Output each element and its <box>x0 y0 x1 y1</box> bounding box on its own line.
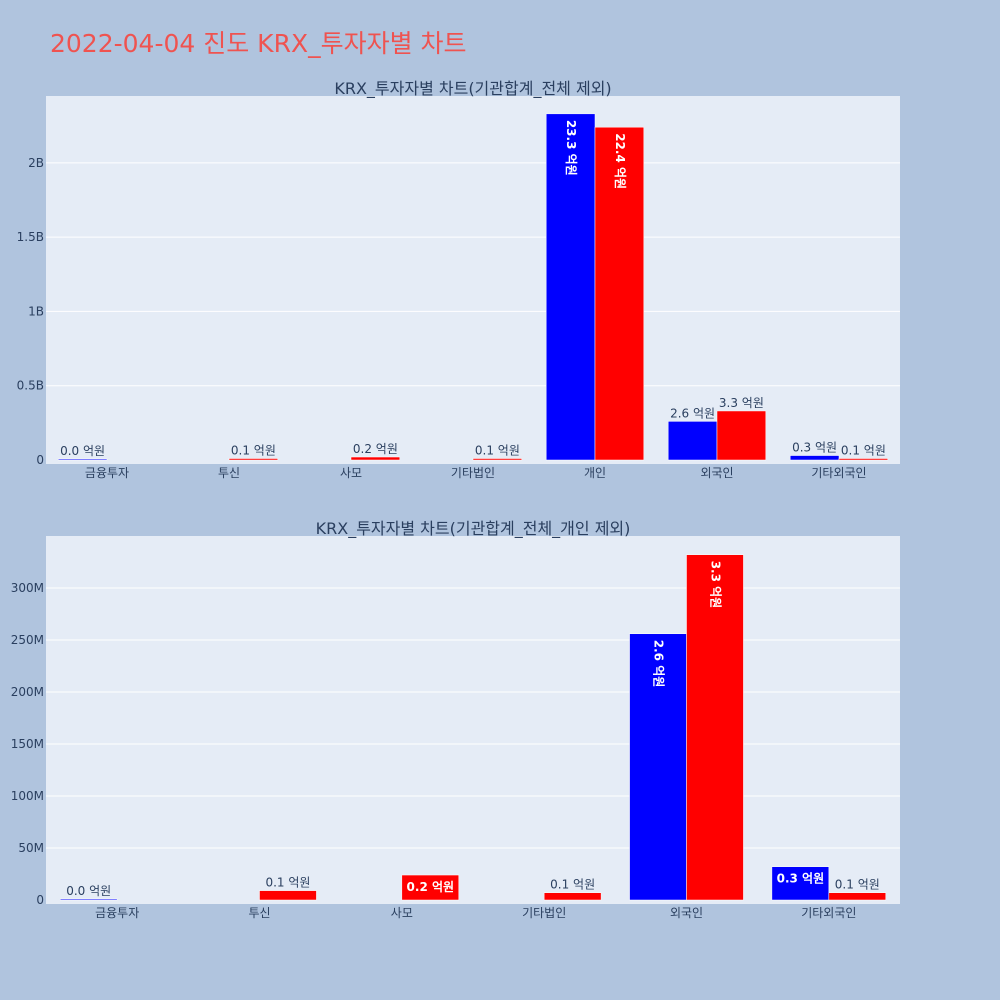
bar <box>543 892 602 901</box>
data-label: 3.3 억원 <box>719 396 764 410</box>
bar <box>629 633 687 901</box>
x-tick-label: 기타법인 <box>522 906 566 920</box>
x-tick-label: 외국인 <box>700 466 733 480</box>
bar <box>228 458 279 461</box>
data-label: 0.0 억원 <box>66 884 111 898</box>
chart-2: 0 50M 100M 150M 200M 250M 300M KRX_투자자별 차트(기관합계… <box>11 519 900 920</box>
bar <box>59 898 118 901</box>
x-tick-label: 투신 <box>248 906 270 920</box>
x-tick-label: 기타법인 <box>451 466 495 480</box>
data-label: 2.6 억원 <box>670 406 715 420</box>
data-label: 0.3 억원 <box>792 441 837 455</box>
x-tick-label: 투신 <box>218 466 240 480</box>
data-label: 0.2 억원 <box>353 442 398 456</box>
data-label: 0.1 억원 <box>550 878 595 892</box>
x-tick-label: 금융투자 <box>85 466 129 480</box>
y-tick-label: 250M <box>11 633 44 647</box>
y-tick-label: 1B <box>28 304 44 318</box>
bar <box>350 456 401 461</box>
x-tick-label: 개인 <box>584 466 606 480</box>
data-label: 0.1 억원 <box>265 876 310 890</box>
bar <box>259 890 317 901</box>
y-tick-label: 0 <box>36 893 44 907</box>
data-label: 0.2 억원 <box>407 880 455 894</box>
bar <box>828 892 887 901</box>
x-tick-label: 외국인 <box>670 906 703 920</box>
chart-title: KRX_투자자별 차트(기관합계_전체 제외) <box>334 79 611 99</box>
chart-title: KRX_투자자별 차트(기관합계_전체_개인 제외) <box>316 519 631 539</box>
x-tick-label: 기타외국인 <box>801 906 856 920</box>
data-label: 0.1 억원 <box>475 444 520 458</box>
bar <box>401 874 460 901</box>
data-label: 2.6 억원 <box>652 640 666 688</box>
bar <box>472 458 523 461</box>
y-tick-label: 50M <box>18 841 44 855</box>
y-tick-label: 2B <box>28 156 44 170</box>
chart-1: 0 0.5B 1B 1.5B 2B KRX_투자자별 차트(기관합계_전체 제외) 0.0 … <box>17 79 900 480</box>
data-label: 0.0 억원 <box>60 444 105 458</box>
page-title: 2022-04-04 진도 KRX_투자자별 차트 <box>50 29 467 58</box>
data-label: 0.1 억원 <box>841 444 886 458</box>
plot-background <box>46 536 900 904</box>
x-tick-label: 기타외국인 <box>811 466 866 480</box>
plot-background <box>46 96 900 464</box>
x-tick-label: 사모 <box>340 466 362 480</box>
data-label: 23.3 억원 <box>564 120 578 176</box>
y-tick-label: 1.5B <box>17 230 44 244</box>
x-tick-label: 금융투자 <box>95 906 139 920</box>
bar <box>789 455 840 461</box>
y-tick-label: 300M <box>11 581 44 595</box>
y-tick-label: 100M <box>11 789 44 803</box>
bar <box>667 421 718 461</box>
data-label: 22.4 억원 <box>613 133 627 189</box>
data-label: 0.1 억원 <box>231 444 276 458</box>
bar <box>594 126 645 461</box>
y-tick-label: 0 <box>36 453 44 467</box>
data-label: 0.1 억원 <box>835 878 880 892</box>
data-label: 0.3 억원 <box>777 872 825 886</box>
y-tick-label: 200M <box>11 685 44 699</box>
x-tick-label: 사모 <box>391 906 413 920</box>
bar <box>57 458 108 461</box>
bar <box>716 410 767 461</box>
data-label: 3.3 억원 <box>708 561 722 609</box>
bar <box>771 866 830 901</box>
bar <box>545 113 596 461</box>
bar <box>686 554 744 901</box>
y-tick-label: 0.5B <box>17 379 44 393</box>
y-tick-label: 150M <box>11 737 44 751</box>
bar <box>838 458 889 461</box>
